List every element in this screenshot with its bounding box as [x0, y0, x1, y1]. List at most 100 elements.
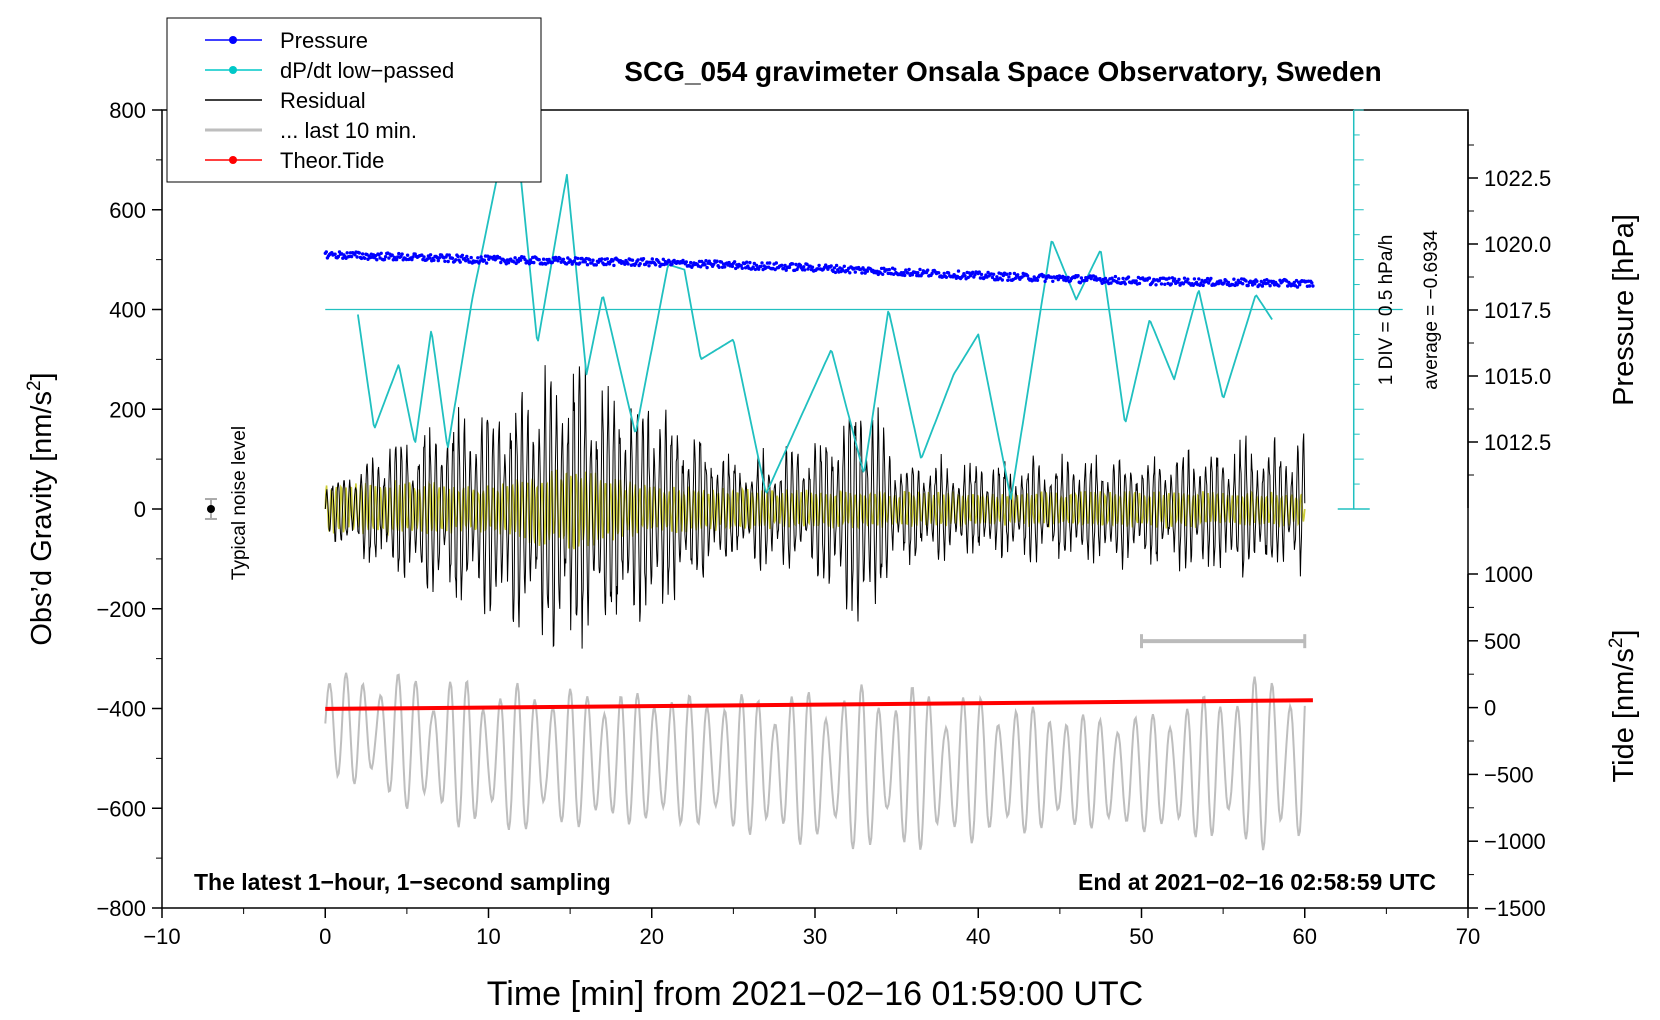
pressure-dot — [576, 256, 580, 261]
pressure-dot — [427, 256, 432, 260]
pressure-dot — [1008, 271, 1012, 276]
pressure-dot — [971, 270, 975, 274]
pressure-dot — [641, 257, 646, 261]
pressure-dot — [732, 260, 737, 264]
pressure-dot — [670, 262, 674, 266]
pressure-dot — [657, 260, 661, 264]
pressure-dot — [1121, 276, 1125, 281]
pressure-dot — [661, 257, 665, 261]
pressure-dot — [757, 267, 761, 271]
pressure-dot — [447, 253, 451, 257]
pressure-dot — [541, 257, 546, 261]
pressure-dot — [355, 255, 359, 259]
x-tick-label: 10 — [476, 924, 500, 949]
pressure-dot — [794, 262, 798, 267]
pressure-dot — [1042, 274, 1046, 278]
pressure-dot — [760, 261, 764, 265]
pressure-dot — [1222, 281, 1226, 285]
pressure-dot — [506, 261, 511, 265]
pressure-dot — [460, 253, 465, 257]
last10-min-line — [324, 672, 1306, 851]
pressure-dot — [436, 258, 440, 263]
x-axis-label: Time [min] from 2021−02−16 01:59:00 UTC — [487, 975, 1143, 1013]
x-tick-label: 70 — [1456, 924, 1480, 949]
pressure-dot — [787, 265, 792, 270]
y-tick-label: −400 — [96, 697, 146, 722]
pressure-dot — [1181, 282, 1186, 286]
pressure-dot — [768, 261, 772, 265]
y-tick-label: 600 — [109, 198, 146, 223]
pressure-dot — [930, 271, 934, 276]
pressure-dot — [986, 270, 990, 275]
pressure-dot — [591, 258, 595, 262]
y-tick-label: −200 — [96, 597, 146, 622]
pressure-dot — [1255, 279, 1259, 283]
pressure-dot — [532, 260, 536, 265]
pressure-dot — [1177, 277, 1181, 282]
pressure-dot — [1244, 279, 1248, 283]
pressure-dot — [1000, 278, 1004, 282]
pressure-dot — [1253, 282, 1257, 286]
pressure-dot — [437, 256, 442, 260]
footer-left: The latest 1−hour, 1−second sampling — [194, 869, 611, 895]
pressure-dot — [703, 263, 707, 267]
pressure-dot — [1201, 283, 1205, 288]
pressure-dot — [1006, 278, 1010, 282]
legend-label: dP/dt low−passed — [280, 58, 454, 83]
x-tick-label: 50 — [1129, 924, 1153, 949]
legend-marker — [229, 66, 237, 74]
x-tick-label: 20 — [640, 924, 664, 949]
pressure-dot — [583, 260, 587, 264]
pressure-dot — [1126, 275, 1131, 279]
pressure-dot — [1197, 277, 1201, 281]
pressure-dot — [558, 256, 562, 261]
pressure-dot — [1063, 275, 1067, 280]
dpdt-scale-label: 1 DIV = 0.5 hPa/h — [1376, 235, 1397, 386]
pressure-dot — [1043, 279, 1047, 284]
pressure-dot — [853, 270, 857, 274]
legend-label: Pressure — [280, 28, 368, 53]
pressure-dot — [1176, 280, 1180, 284]
pressure-dot — [518, 258, 523, 262]
y-axis-label-suffix: ] — [26, 372, 58, 380]
pressure-dot — [1192, 277, 1197, 281]
pressure-dot — [623, 262, 627, 266]
pressure-dot — [1259, 279, 1264, 284]
tide-tick-label: −1500 — [1484, 896, 1546, 921]
pressure-dot — [817, 263, 821, 268]
pressure-tick-label: 1015.0 — [1484, 364, 1551, 389]
pressure-dot — [719, 260, 724, 264]
pressure-dot — [636, 258, 640, 262]
pressure-dot — [1292, 280, 1297, 285]
pressure-dot — [1232, 277, 1236, 281]
pressure-dot — [842, 264, 846, 268]
pressure-dot — [1085, 278, 1089, 282]
pressure-dot — [611, 259, 615, 263]
pressure-dot — [784, 268, 788, 272]
pressure-dot — [357, 251, 361, 255]
pressure-dot — [977, 270, 981, 274]
pressure-dot — [881, 272, 885, 276]
pressure-dot — [360, 252, 365, 256]
pressure-dot — [1246, 283, 1250, 288]
x-tick-label: 30 — [803, 924, 827, 949]
pressure-dot — [918, 267, 922, 272]
pressure-dot — [1076, 274, 1080, 278]
pressure-dot — [353, 253, 357, 257]
tide-tick-label: 500 — [1484, 629, 1521, 654]
pressure-dot — [479, 255, 483, 259]
pressure-dot — [432, 258, 436, 262]
pressure-dot — [1260, 284, 1265, 288]
pressure-axis-label: Pressure [hPa] — [1608, 214, 1640, 406]
pressure-dot — [806, 267, 810, 271]
pressure-dot — [829, 264, 833, 268]
pressure-dot — [774, 261, 778, 265]
pressure-dot — [387, 256, 391, 260]
pressure-dot — [979, 272, 984, 277]
pressure-dot — [906, 271, 910, 275]
pressure-dot — [349, 254, 354, 259]
pressure-dot — [428, 253, 433, 257]
pressure-dot — [1298, 283, 1302, 287]
pressure-dot — [926, 268, 930, 272]
tide-tick-label: −1000 — [1484, 829, 1546, 854]
